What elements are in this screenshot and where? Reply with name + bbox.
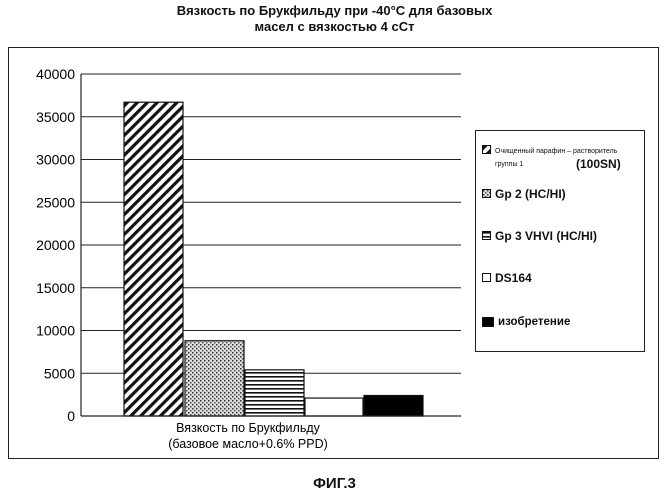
bar-diagonal-hatch (124, 102, 183, 416)
figure-caption: ФИГ.3 (0, 475, 669, 492)
legend-swatch-diagonal-hatch (482, 145, 491, 154)
legend-label-ds164: DS164 (495, 271, 532, 285)
bars (124, 102, 423, 416)
y-tick-label: 15000 (36, 280, 75, 296)
y-tick-label: 40000 (36, 66, 75, 82)
y-tick-label: 0 (67, 408, 75, 424)
x-category-label-line-2: (базовое масло+0.6% PPD) (168, 437, 328, 451)
y-tick-label: 25000 (36, 194, 75, 210)
bar-horizontal-lines (245, 370, 304, 416)
legend-label-invention: изобретение (498, 315, 570, 329)
bar-crosshatch (185, 341, 244, 416)
legend-label-gp3: Gp 3 VHVI (HC/HI) (495, 229, 597, 243)
bar-black (364, 395, 423, 416)
legend-label-group1-extra: (100SN) (576, 157, 621, 171)
legend-swatch-horizontal-lines (482, 231, 491, 240)
y-axis-tick-labels: 0 5000 10000 15000 20000 25000 30000 35000 40000 (36, 66, 75, 424)
y-tick-label: 5000 (44, 365, 75, 381)
legend-item-ds164: DS164 (482, 271, 532, 285)
y-tick-label: 10000 (36, 323, 75, 339)
legend-item-gp3: Gp 3 VHVI (HC/HI) (482, 229, 597, 243)
y-tick-label: 30000 (36, 152, 75, 168)
legend-label-gp2: Gp 2 (HC/HI) (495, 187, 566, 201)
x-category-label-line-1: Вязкость по Брукфильду (176, 421, 321, 435)
legend-item-gp2: Gp 2 (HC/HI) (482, 187, 566, 201)
legend-swatch-crosshatch (482, 189, 491, 198)
legend-item-invention: изобретение (482, 315, 570, 329)
chart-legend: Очищенный парафин – растворитель группы … (475, 130, 645, 352)
bar-white (305, 398, 363, 416)
legend-swatch-white (482, 273, 491, 282)
y-tick-label: 35000 (36, 109, 75, 125)
y-tick-label: 20000 (36, 237, 75, 253)
legend-swatch-black (482, 317, 494, 327)
